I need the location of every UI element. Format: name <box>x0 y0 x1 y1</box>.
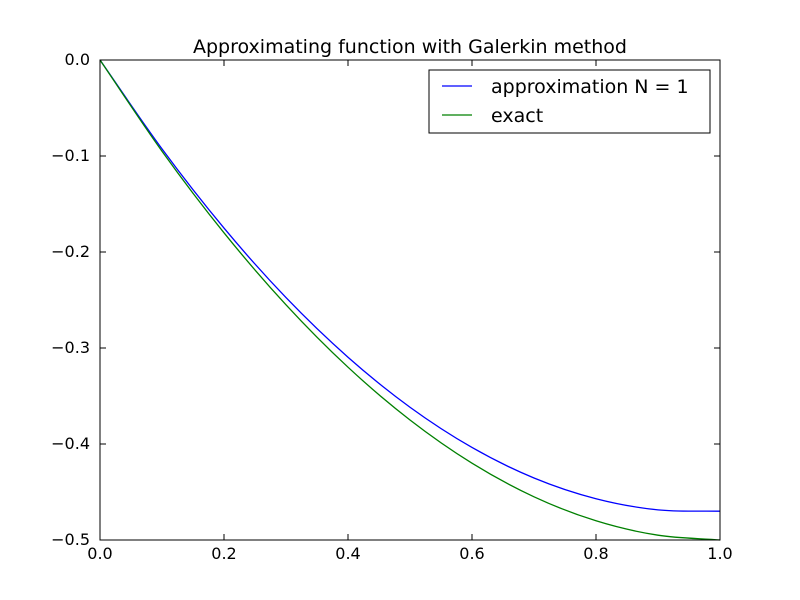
x-tick-label: 0.0 <box>87 544 112 563</box>
plot-area <box>99 59 721 541</box>
series-lines <box>99 59 721 541</box>
y-tick-label: −0.3 <box>51 338 90 357</box>
y-tick-label: −0.4 <box>51 434 90 453</box>
legend: approximation N = 1 exact <box>428 69 711 134</box>
legend-label-exact: exact <box>491 105 543 127</box>
x-tick-label: 0.2 <box>211 544 236 563</box>
chart-title: Approximating function with Galerkin met… <box>193 36 627 58</box>
y-tick-label: −0.5 <box>51 530 90 549</box>
x-tick-label: 1.0 <box>707 544 732 563</box>
legend-label-approximation: approximation N = 1 <box>491 76 689 98</box>
legend-box <box>428 69 711 134</box>
y-tick-label: −0.2 <box>51 242 90 261</box>
y-tick-label: 0.0 <box>65 50 90 69</box>
series-line-exact <box>99 59 721 541</box>
y-tick-label: −0.1 <box>51 146 90 165</box>
axis-ticks: 0.0 0.2 0.4 0.6 0.8 1.0 0.0 −0.1 −0.2 −0.3 −0.4 −0.… <box>51 50 733 563</box>
x-tick-label: 0.4 <box>335 544 360 563</box>
x-tick-label: 0.8 <box>583 544 608 563</box>
x-tick-label: 0.6 <box>459 544 484 563</box>
series-line-approximation <box>99 59 721 512</box>
